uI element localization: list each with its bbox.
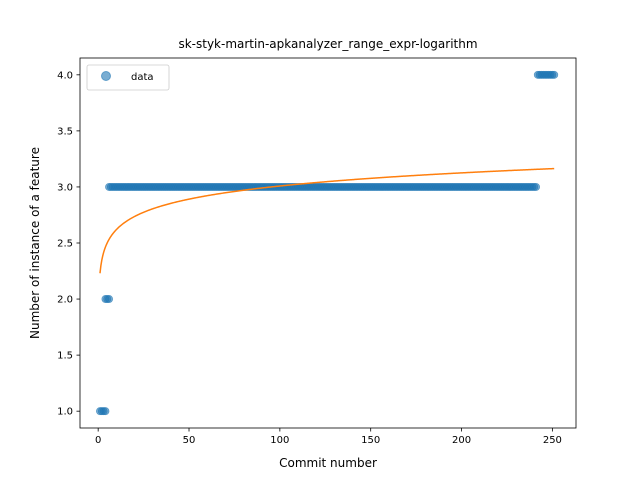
legend-marker-data (101, 71, 111, 81)
x-axis-label: Commit number (279, 456, 377, 470)
fit-line (99, 167, 555, 274)
x-tick-label: 50 (183, 435, 196, 446)
data-point (105, 295, 114, 304)
data-point (532, 182, 541, 191)
plot-marks (95, 70, 559, 416)
legend-box (86, 64, 170, 91)
y-tick-label: 1.5 (57, 351, 73, 362)
y-tick-label: 3.0 (57, 182, 73, 193)
x-tick-label: 200 (452, 435, 471, 446)
x-tick-label: 250 (543, 435, 562, 446)
legend: data (86, 64, 170, 91)
y-axis-label: Number of instance of a feature (28, 147, 42, 339)
y-tick-label: 2.5 (57, 239, 73, 250)
y-tick-label: 2.0 (57, 295, 73, 306)
y-tick-label: 4.0 (57, 70, 73, 81)
y-axis: 1.0 1.5 2.0 2.5 3.0 3.5 4.0 (57, 70, 80, 418)
legend-label-data: data (131, 72, 154, 83)
data-point (101, 407, 110, 416)
x-axis: 0 50 100 150 200 250 (95, 428, 562, 446)
x-tick-label: 150 (361, 435, 380, 446)
y-tick-label: 3.5 (57, 126, 73, 137)
chart-title: sk-styk-martin-apkanalyzer_range_expr-lo… (178, 37, 477, 51)
x-tick-label: 0 (95, 435, 101, 446)
y-tick-label: 1.0 (57, 407, 73, 418)
x-tick-label: 100 (270, 435, 289, 446)
data-point (550, 70, 559, 79)
